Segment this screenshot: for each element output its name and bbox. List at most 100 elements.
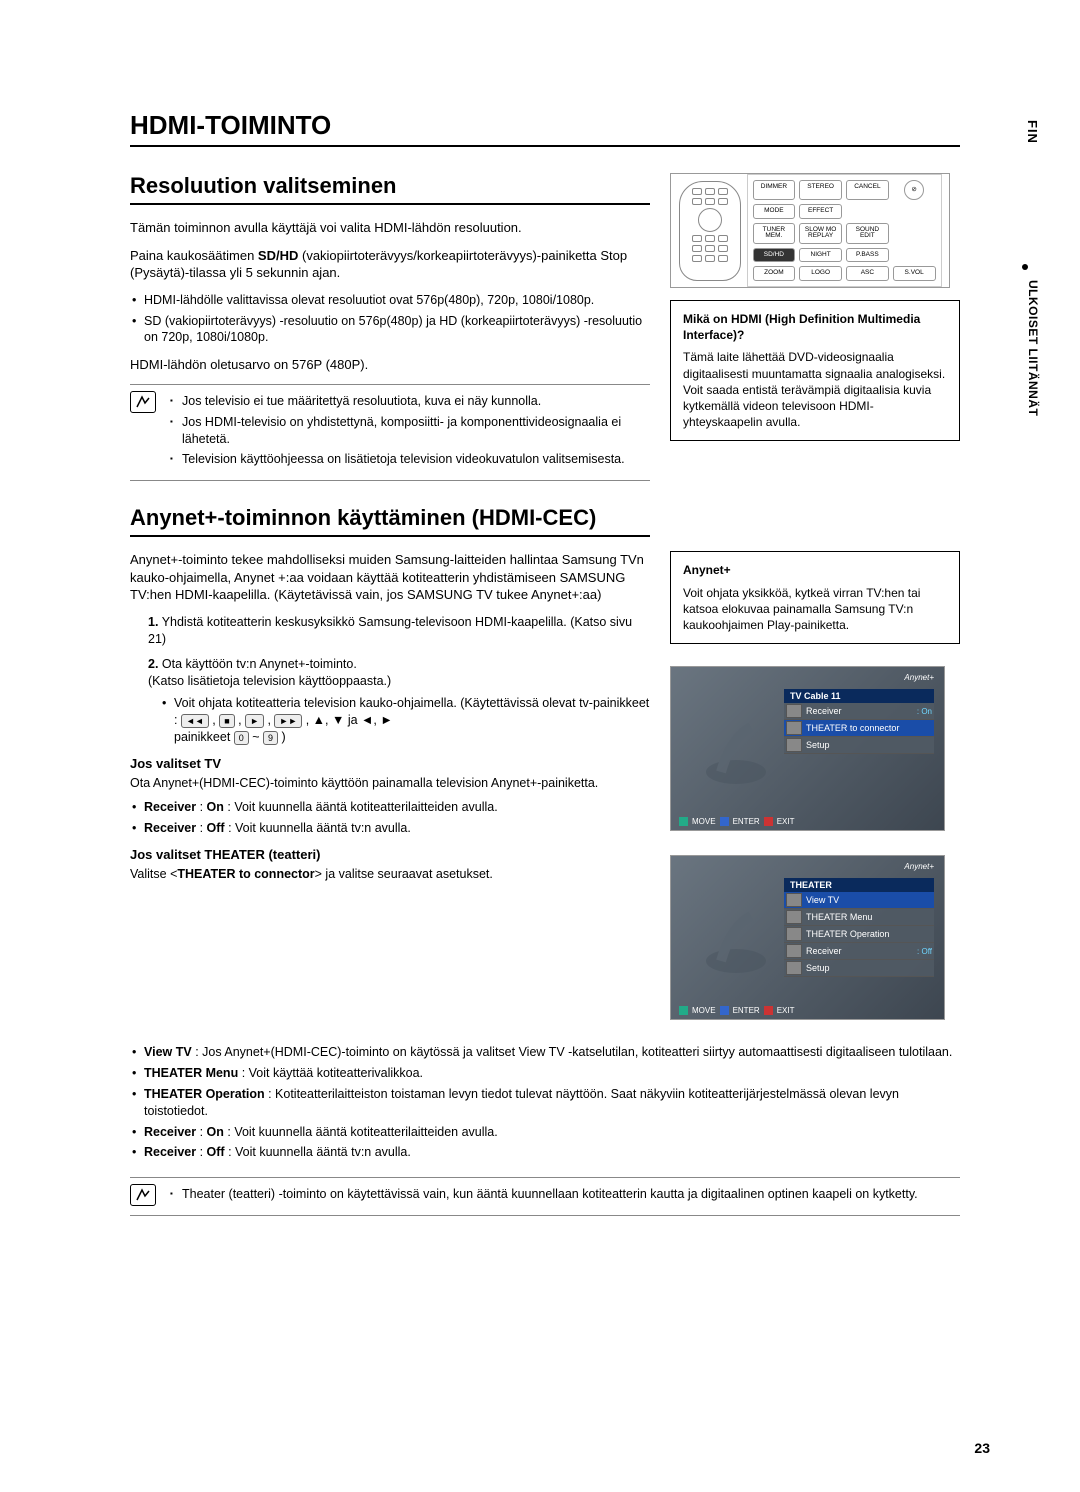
tv-menu-row: Receiver: Off [784,943,934,960]
slow-button: SLOW MO REPLAY [799,223,842,244]
tuner-button: TUNER MEM. [753,223,796,244]
resolution-heading: Resoluution valitseminen [130,173,650,205]
anynet-logo: Anynet+ [904,862,934,871]
text: THEATER Menu [144,1066,238,1080]
resolution-bullet-1: HDMI-lähdölle valittavissa olevat resolu… [144,292,650,309]
soundedit-button: SOUND EDIT [846,223,889,244]
tv-select-intro: Ota Anynet+(HDMI-CEC)-toiminto käyttöön … [130,775,650,791]
anynet-info-box: Anynet+ Voit ohjata yksikköä, kytkeä vir… [670,551,960,644]
power-button: ⊘ [904,180,924,200]
theater-bullet-receiver-off: Receiver : Off : Voit kuunnella ääntä tv… [144,1144,960,1161]
pbass-button: P.BASS [846,248,889,263]
resolution-note-2: Jos HDMI-televisio on yhdistettynä, komp… [182,414,650,448]
tv-bullet-on: Receiver : On : Voit kuunnella ääntä kot… [144,799,650,816]
text: : Voit kuunnella ääntä kotiteatterilaitt… [224,1125,498,1139]
tv-menu-1-header: TV Cable 11 [784,689,934,703]
remote-button-grid: DIMMER STEREO CANCEL ⊘ MODE EFFECT TUNER… [747,174,942,287]
cancel-button: CANCEL [846,180,889,200]
theater-bullet-receiver-on: Receiver : On : Voit kuunnella ääntä kot… [144,1124,960,1141]
text: : Voit kuunnella ääntä tv:n avulla. [225,1145,411,1159]
zoom-button: ZOOM [753,266,796,281]
mode-button: MODE [753,204,796,219]
remote-body [679,181,741,281]
text: : Jos Anynet+(HDMI-CEC)-toiminto on käyt… [192,1045,953,1059]
tv-menu-row: THEATER Menu [784,909,934,926]
night-button: NIGHT [799,248,842,263]
tv-menu-row: Setup [784,737,934,754]
text: : [196,821,206,835]
text: ENTER [733,1006,760,1015]
tv-menu-row: Receiver: On [784,703,934,720]
tv-select-heading: Jos valitset TV [130,756,650,771]
effect-button: EFFECT [799,204,842,219]
text: painikkeet [174,730,230,744]
key-play-icon: ► [245,714,264,728]
text: > ja valitse seuraavat asetukset. [315,867,493,881]
text: On [207,1125,224,1139]
note-icon [130,1184,156,1206]
side-section-label: ULKOISET LIITÄNNÄT [1026,280,1040,416]
page-number: 23 [974,1440,990,1456]
sdhd-button: SD/HD [753,248,796,263]
tv-menu-row: View TV [784,892,934,909]
tv-menu-2-header: THEATER [784,878,934,892]
anynet-step-2: 2. Ota käyttöön tv:n Anynet+-toiminto. (… [148,656,650,746]
resolution-note-1: Jos televisio ei tue määritettyä resoluu… [182,393,650,410]
tv-menu-1: TV Cable 11 Receiver: OnTHEATER to conne… [784,689,934,754]
text: (Katso lisätietoja television käyttöoppa… [148,674,391,688]
resolution-default: HDMI-lähdön oletusarvo on 576P (480P). [130,356,650,374]
tv-menu-1-footer: MOVE ENTER EXIT [679,817,794,826]
hdmi-info-body: Tämä laite lähettää DVD-videosignaalia d… [683,349,947,430]
svol-button: S.VOL [893,266,936,281]
note-icon [130,391,156,413]
text: : [196,1145,206,1159]
resolution-note-3: Television käyttöohjeessa on lisätietoja… [182,451,650,468]
text: Yhdistä kotiteatterin keskusyksikkö Sams… [148,615,632,646]
key-9-icon: 9 [263,731,278,745]
key-rewind-icon: ◄◄ [181,714,209,728]
hdmi-info-title: Mikä on HDMI (High Definition Multimedia… [683,311,947,343]
tv-menu-row: THEATER Operation [784,926,934,943]
tv-menu-2: THEATER View TVTHEATER MenuTHEATER Opera… [784,878,934,977]
dimmer-button: DIMMER [753,180,796,200]
text: Valitse < [130,867,177,881]
text: Receiver [144,1145,196,1159]
tv-menu-fig-2: Anynet+ THEATER View TVTHEATER MenuTHEAT… [670,855,945,1020]
text: : Voit käyttää kotiteatterivalikkoa. [238,1066,423,1080]
tv-menu-fig-1: Anynet+ TV Cable 11 Receiver: OnTHEATER … [670,666,945,831]
remote-illustration: DIMMER STEREO CANCEL ⊘ MODE EFFECT TUNER… [670,173,950,288]
text: View TV [144,1045,192,1059]
text: Receiver [144,1125,196,1139]
text: MOVE [692,817,716,826]
theater-select-intro: Valitse <THEATER to connector> ja valits… [130,866,650,882]
resolution-para1: Paina kaukosäätimen SD/HD (vakiopiirtote… [130,247,650,282]
key-ff-icon: ►► [274,714,302,728]
side-language-tab: FIN [1025,120,1040,144]
text: Off [207,821,225,835]
text: Paina kaukosäätimen [130,248,258,263]
text: MOVE [692,1006,716,1015]
text: On [207,800,224,814]
tv-bullet-off: Receiver : Off : Voit kuunnella ääntä tv… [144,820,650,837]
text: Receiver [144,821,196,835]
anynet-info-body: Voit ohjata yksikköä, kytkeä virran TV:h… [683,585,947,634]
tv-menu-row: Setup [784,960,934,977]
page-title: HDMI-TOIMINTO [130,110,960,147]
anynet-end-note: Theater (teatteri) -toiminto on käytettä… [182,1186,960,1203]
text: Ota käyttöön tv:n Anynet+-toiminto. [162,657,357,671]
side-bullet [1022,264,1028,270]
text: , ▲, ▼ ja ◄, ► [306,713,393,727]
resolution-note-block: Jos televisio ei tue määritettyä resoluu… [130,384,650,482]
anynet-intro: Anynet+-toiminto tekee mahdolliseksi mui… [130,551,650,604]
resolution-intro: Tämän toiminnon avulla käyttäjä voi vali… [130,219,650,237]
theater-select-heading: Jos valitset THEATER (teatteri) [130,847,650,862]
text: : [196,1125,206,1139]
text: Off [207,1145,225,1159]
anynet-note-block: Theater (teatteri) -toiminto on käytettä… [130,1177,960,1216]
key-stop-icon: ■ [219,714,234,728]
text: Receiver [144,800,196,814]
logo-button: LOGO [799,266,842,281]
text: EXIT [777,1006,795,1015]
text: EXIT [777,817,795,826]
anynet-step-2-sub: Voit ohjata kotiteatteria television kau… [174,695,650,746]
